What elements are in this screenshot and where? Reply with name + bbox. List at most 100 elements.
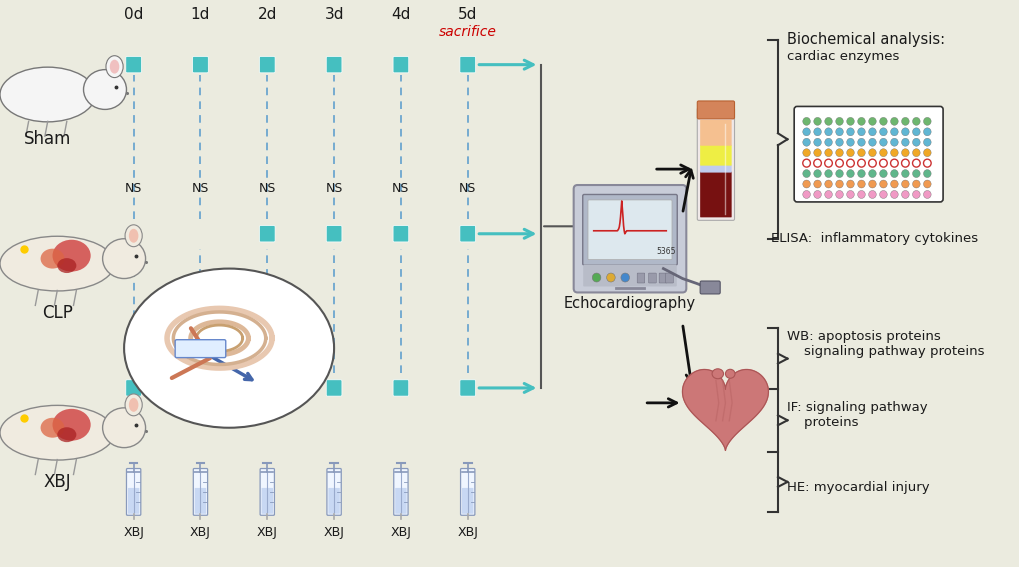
FancyBboxPatch shape	[392, 57, 409, 73]
Circle shape	[890, 180, 898, 188]
Text: proteins: proteins	[787, 416, 858, 429]
Text: XBJ: XBJ	[323, 526, 344, 539]
FancyBboxPatch shape	[194, 468, 208, 515]
Ellipse shape	[106, 56, 123, 78]
Circle shape	[868, 191, 875, 198]
Circle shape	[846, 149, 854, 156]
Text: HE: myocardial injury: HE: myocardial injury	[787, 481, 929, 494]
FancyBboxPatch shape	[193, 380, 208, 396]
Circle shape	[802, 117, 810, 125]
FancyBboxPatch shape	[326, 226, 341, 242]
Circle shape	[868, 149, 875, 156]
FancyBboxPatch shape	[462, 488, 473, 514]
FancyBboxPatch shape	[193, 57, 208, 73]
FancyBboxPatch shape	[260, 468, 274, 515]
Circle shape	[857, 170, 864, 177]
Ellipse shape	[725, 369, 735, 378]
Circle shape	[824, 170, 832, 177]
FancyBboxPatch shape	[261, 488, 273, 514]
Circle shape	[901, 180, 908, 188]
FancyBboxPatch shape	[587, 200, 672, 260]
Circle shape	[878, 149, 887, 156]
Circle shape	[846, 191, 854, 198]
FancyBboxPatch shape	[259, 380, 275, 396]
Ellipse shape	[52, 240, 91, 272]
Circle shape	[901, 170, 908, 177]
Circle shape	[802, 138, 810, 146]
Circle shape	[802, 149, 810, 156]
Ellipse shape	[84, 70, 126, 109]
Circle shape	[890, 128, 898, 136]
Circle shape	[835, 149, 843, 156]
Circle shape	[813, 191, 820, 198]
FancyBboxPatch shape	[658, 273, 666, 283]
Circle shape	[802, 191, 810, 198]
Ellipse shape	[103, 239, 146, 278]
FancyBboxPatch shape	[126, 468, 141, 515]
Circle shape	[802, 170, 810, 177]
FancyBboxPatch shape	[394, 488, 407, 514]
Ellipse shape	[711, 369, 722, 379]
Text: IF: signaling pathway: IF: signaling pathway	[787, 401, 927, 414]
Text: 3d: 3d	[324, 7, 343, 23]
Circle shape	[813, 138, 820, 146]
FancyBboxPatch shape	[697, 108, 734, 221]
FancyBboxPatch shape	[699, 172, 731, 217]
Circle shape	[824, 128, 832, 136]
FancyBboxPatch shape	[392, 380, 409, 396]
Circle shape	[912, 128, 919, 136]
FancyBboxPatch shape	[699, 120, 731, 146]
FancyBboxPatch shape	[125, 57, 142, 73]
Text: NS: NS	[124, 183, 143, 196]
Circle shape	[878, 138, 887, 146]
Circle shape	[912, 149, 919, 156]
Text: 2d: 2d	[258, 7, 277, 23]
Circle shape	[922, 149, 930, 156]
Circle shape	[846, 180, 854, 188]
Circle shape	[890, 149, 898, 156]
Ellipse shape	[128, 229, 139, 243]
Ellipse shape	[0, 67, 96, 122]
Circle shape	[835, 117, 843, 125]
Circle shape	[868, 138, 875, 146]
Circle shape	[868, 180, 875, 188]
Circle shape	[824, 117, 832, 125]
Ellipse shape	[57, 428, 76, 442]
Circle shape	[878, 170, 887, 177]
Ellipse shape	[128, 398, 139, 412]
Circle shape	[922, 117, 930, 125]
Circle shape	[878, 128, 887, 136]
Circle shape	[813, 117, 820, 125]
Circle shape	[835, 191, 843, 198]
FancyBboxPatch shape	[583, 265, 676, 286]
Circle shape	[890, 138, 898, 146]
Circle shape	[878, 191, 887, 198]
Text: 4d: 4d	[391, 7, 411, 23]
Circle shape	[890, 117, 898, 125]
Text: NS: NS	[192, 183, 209, 196]
Text: Biochemical analysis:: Biochemical analysis:	[787, 32, 945, 47]
Circle shape	[835, 180, 843, 188]
Circle shape	[868, 128, 875, 136]
Circle shape	[824, 191, 832, 198]
Circle shape	[857, 149, 864, 156]
Text: CLP: CLP	[42, 304, 72, 323]
Text: 0d: 0d	[124, 7, 144, 23]
Text: 5d: 5d	[458, 7, 477, 23]
Circle shape	[824, 180, 832, 188]
FancyBboxPatch shape	[259, 57, 275, 73]
Text: XBJ: XBJ	[190, 526, 211, 539]
Text: NS: NS	[325, 183, 342, 196]
Ellipse shape	[41, 418, 64, 438]
FancyBboxPatch shape	[326, 57, 341, 73]
Circle shape	[922, 191, 930, 198]
FancyBboxPatch shape	[648, 273, 655, 283]
Circle shape	[857, 191, 864, 198]
Ellipse shape	[0, 236, 114, 291]
Circle shape	[621, 273, 629, 282]
Circle shape	[813, 180, 820, 188]
Text: sacrifice: sacrifice	[438, 25, 496, 39]
Circle shape	[901, 149, 908, 156]
FancyBboxPatch shape	[392, 226, 409, 242]
Text: Echocardiography: Echocardiography	[564, 296, 695, 311]
